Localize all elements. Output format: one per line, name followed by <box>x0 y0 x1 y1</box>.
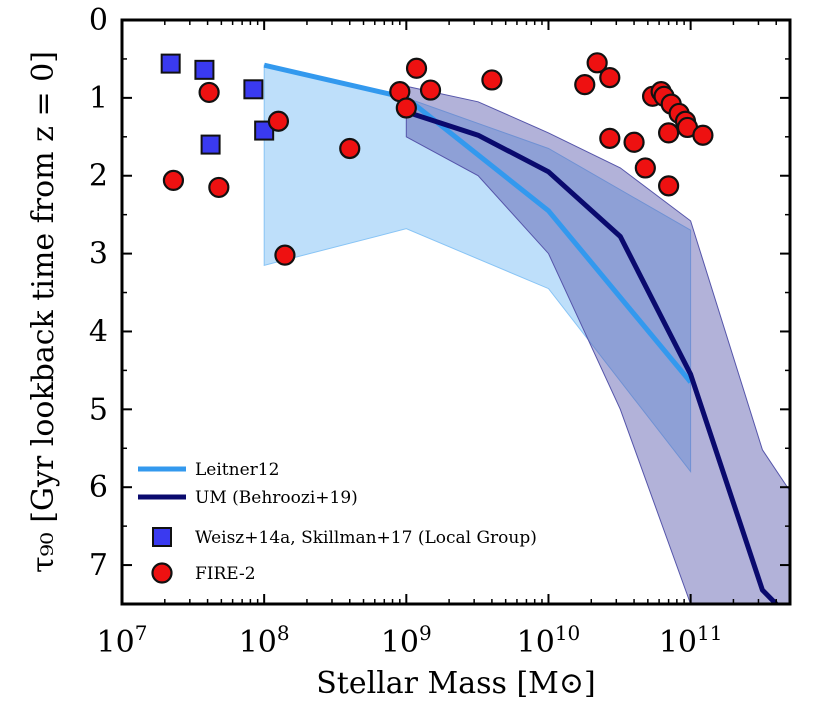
fire-marker <box>162 169 185 192</box>
x-tick-label: 109 <box>381 621 432 660</box>
fire-marker <box>405 57 428 79</box>
fire-marker <box>599 67 621 89</box>
fire-marker <box>599 127 621 149</box>
fire-marker <box>395 97 417 119</box>
weisz-marker <box>254 120 275 141</box>
y-tick-label: 2 <box>89 159 108 194</box>
fire-marker <box>267 110 290 132</box>
weisz-marker <box>243 79 264 100</box>
um-band <box>405 85 790 604</box>
legend-label: Leitner12 <box>195 460 279 480</box>
leitner-band <box>263 64 692 474</box>
weisz-marker <box>160 53 181 74</box>
y-tick-label: 3 <box>89 237 108 272</box>
fire-marker <box>198 81 220 104</box>
y-axis-title: τ₉₀ [Gyr lookback time from z = 0] <box>26 51 61 573</box>
fire-marker <box>634 157 656 179</box>
fire-marker <box>586 52 608 74</box>
data-points <box>160 52 714 266</box>
legend-label: UM (Behroozi+19) <box>195 488 358 508</box>
y-tick-label: 4 <box>89 314 108 349</box>
fire-marker <box>339 137 361 160</box>
weisz-marker <box>200 134 221 155</box>
um-line <box>405 109 778 604</box>
x-tick-label: 1010 <box>517 621 581 660</box>
fire-marker <box>419 79 442 101</box>
y-tick-label: 0 <box>89 3 108 38</box>
x-tick-label: 107 <box>97 621 148 660</box>
y-tick-label: 1 <box>89 81 108 116</box>
fire-marker <box>208 176 230 199</box>
fire-marker <box>658 122 680 144</box>
legend-weisz-swatch <box>152 527 172 547</box>
leitner-line <box>263 62 693 384</box>
series-lines <box>263 62 778 604</box>
axis-ticks: 107 108 109 1010 1011 0 1 2 3 4 5 6 7 <box>89 3 791 660</box>
x-tick-label: 108 <box>239 621 290 660</box>
y-tick-label: 5 <box>89 392 108 427</box>
legend: Leitner12 UM (Behroozi+19) Weisz+14a, Skil… <box>138 460 537 584</box>
y-tick-label: 7 <box>89 548 108 583</box>
x-axis-title: Stellar Mass [M⊙] <box>316 666 596 701</box>
plot-frame <box>120 18 792 606</box>
fire-marker <box>623 131 645 153</box>
fire-marker <box>692 124 714 146</box>
y-tick-label: 6 <box>89 470 108 505</box>
confidence-bands <box>263 64 790 604</box>
fire-marker <box>658 175 680 197</box>
fire-marker <box>481 69 503 91</box>
legend-label: FIRE-2 <box>195 564 256 584</box>
fire-marker <box>574 74 596 96</box>
legend-fire-swatch <box>151 562 173 584</box>
weisz-marker <box>194 59 215 80</box>
x-tick-label: 1011 <box>659 621 723 660</box>
legend-label: Weisz+14a, Skillman+17 (Local Group) <box>195 528 537 548</box>
fire-marker <box>274 244 296 266</box>
